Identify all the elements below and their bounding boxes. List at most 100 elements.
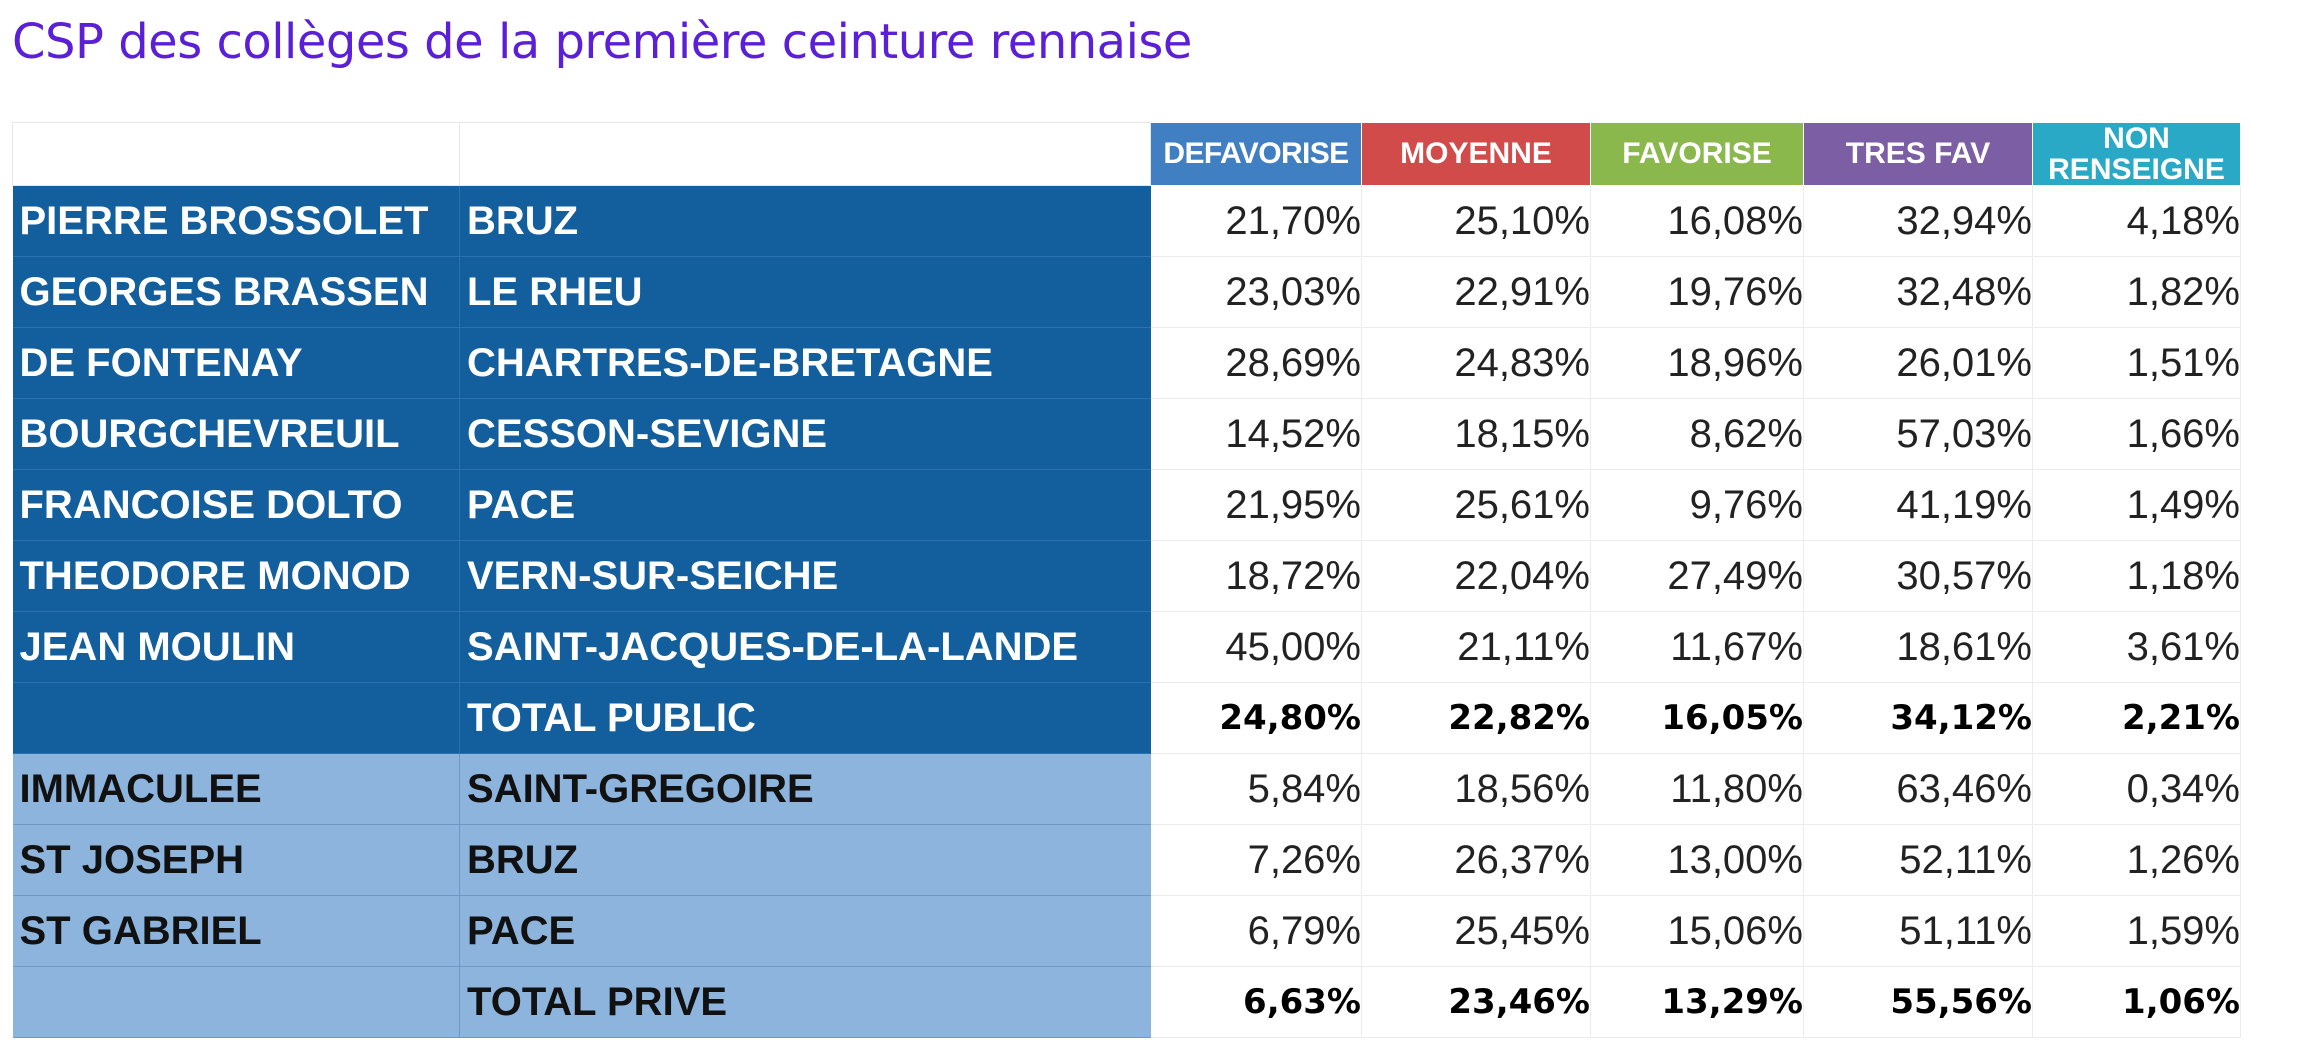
percentage-cell: 0,34%	[2032, 753, 2241, 825]
percentage-cell: 41,19%	[1803, 469, 2033, 541]
page-title: CSP des collèges de la première ceinture…	[12, 14, 1192, 70]
percentage-cell: 4,18%	[2032, 185, 2241, 257]
header-row: DEFAVORISE MOYENNE FAVORISE TRES FAV NON…	[12, 122, 2241, 186]
percentage-cell: 18,61%	[1803, 611, 2033, 683]
total-public-row: TOTAL PUBLIC 24,80% 22,82% 16,05% 34,12% 2,21…	[12, 682, 2241, 754]
percentage-cell: 5,84%	[1150, 753, 1362, 825]
college-name: FRANCOISE DOLTO	[12, 469, 460, 541]
table-row: ST GABRIEL PACE 6,79% 25,45% 15,06% 51,11% 1,5…	[12, 895, 2241, 967]
commune-name: SAINT-GREGOIRE	[459, 753, 1151, 825]
percentage-cell: 28,69%	[1150, 327, 1362, 399]
percentage-cell: 18,15%	[1361, 398, 1591, 470]
percentage-cell: 52,11%	[1803, 824, 2033, 896]
percentage-cell: 22,82%	[1361, 682, 1591, 754]
blank-name-cell	[12, 966, 460, 1038]
percentage-cell: 32,94%	[1803, 185, 2033, 257]
percentage-cell: 3,61%	[2032, 611, 2241, 683]
commune-name: CESSON-SEVIGNE	[459, 398, 1151, 470]
table-row: JEAN MOULIN SAINT-JACQUES-DE-LA-LANDE 45,0…	[12, 611, 2241, 683]
table-row: THEODORE MONOD VERN-SUR-SEICHE 18,72% 22,04…	[12, 540, 2241, 612]
header-non-renseigne: NON RENSEIGNE	[2032, 122, 2241, 186]
table-row: GEORGES BRASSEN LE RHEU 23,03% 22,91% 19,76%…	[12, 256, 2241, 328]
percentage-cell: 21,70%	[1150, 185, 1362, 257]
percentage-cell: 27,49%	[1590, 540, 1804, 612]
percentage-cell: 1,82%	[2032, 256, 2241, 328]
percentage-cell: 18,96%	[1590, 327, 1804, 399]
percentage-cell: 1,06%	[2032, 966, 2241, 1038]
percentage-cell: 15,06%	[1590, 895, 1804, 967]
college-name: JEAN MOULIN	[12, 611, 460, 683]
percentage-cell: 6,79%	[1150, 895, 1362, 967]
percentage-cell: 34,12%	[1803, 682, 2033, 754]
percentage-cell: 1,49%	[2032, 469, 2241, 541]
percentage-cell: 26,01%	[1803, 327, 2033, 399]
blank-name-cell	[12, 682, 460, 754]
total-label: TOTAL PUBLIC	[459, 682, 1151, 754]
percentage-cell: 1,59%	[2032, 895, 2241, 967]
percentage-cell: 25,61%	[1361, 469, 1591, 541]
college-name: PIERRE BROSSOLET	[12, 185, 460, 257]
table-row: DE FONTENAY CHARTRES-DE-BRETAGNE 28,69% 24,…	[12, 327, 2241, 399]
commune-name: BRUZ	[459, 185, 1151, 257]
commune-name: PACE	[459, 895, 1151, 967]
csp-table: DEFAVORISE MOYENNE FAVORISE TRES FAV NON…	[12, 122, 2241, 1038]
commune-name: VERN-SUR-SEICHE	[459, 540, 1151, 612]
percentage-cell: 21,95%	[1150, 469, 1362, 541]
percentage-cell: 11,67%	[1590, 611, 1804, 683]
percentage-cell: 18,56%	[1361, 753, 1591, 825]
percentage-cell: 22,91%	[1361, 256, 1591, 328]
percentage-cell: 30,57%	[1803, 540, 2033, 612]
college-name: IMMACULEE	[12, 753, 460, 825]
percentage-cell: 16,08%	[1590, 185, 1804, 257]
percentage-cell: 23,03%	[1150, 256, 1362, 328]
college-name: ST JOSEPH	[12, 824, 460, 896]
percentage-cell: 51,11%	[1803, 895, 2033, 967]
header-favorise: FAVORISE	[1590, 122, 1804, 186]
percentage-cell: 9,76%	[1590, 469, 1804, 541]
header-blank-name	[12, 122, 460, 186]
college-name: ST GABRIEL	[12, 895, 460, 967]
percentage-cell: 16,05%	[1590, 682, 1804, 754]
college-name: GEORGES BRASSEN	[12, 256, 460, 328]
header-tres-fav: TRES FAV	[1803, 122, 2033, 186]
header-moyenne: MOYENNE	[1361, 122, 1591, 186]
percentage-cell: 18,72%	[1150, 540, 1362, 612]
percentage-cell: 6,63%	[1150, 966, 1362, 1038]
percentage-cell: 45,00%	[1150, 611, 1362, 683]
commune-name: PACE	[459, 469, 1151, 541]
percentage-cell: 1,26%	[2032, 824, 2241, 896]
percentage-cell: 2,21%	[2032, 682, 2241, 754]
college-name: THEODORE MONOD	[12, 540, 460, 612]
commune-name: SAINT-JACQUES-DE-LA-LANDE	[459, 611, 1151, 683]
percentage-cell: 13,29%	[1590, 966, 1804, 1038]
percentage-cell: 25,10%	[1361, 185, 1591, 257]
percentage-cell: 14,52%	[1150, 398, 1362, 470]
table-row: ST JOSEPH BRUZ 7,26% 26,37% 13,00% 52,11% 1,26…	[12, 824, 2241, 896]
percentage-cell: 63,46%	[1803, 753, 2033, 825]
percentage-cell: 1,66%	[2032, 398, 2241, 470]
percentage-cell: 1,51%	[2032, 327, 2241, 399]
total-prive-row: TOTAL PRIVE 6,63% 23,46% 13,29% 55,56% 1,06%	[12, 966, 2241, 1038]
table-row: BOURGCHEVREUIL CESSON-SEVIGNE 14,52% 18,15%…	[12, 398, 2241, 470]
percentage-cell: 25,45%	[1361, 895, 1591, 967]
percentage-cell: 13,00%	[1590, 824, 1804, 896]
commune-name: BRUZ	[459, 824, 1151, 896]
percentage-cell: 7,26%	[1150, 824, 1362, 896]
percentage-cell: 32,48%	[1803, 256, 2033, 328]
percentage-cell: 57,03%	[1803, 398, 2033, 470]
header-blank-city	[459, 122, 1151, 186]
percentage-cell: 24,80%	[1150, 682, 1362, 754]
commune-name: CHARTRES-DE-BRETAGNE	[459, 327, 1151, 399]
percentage-cell: 22,04%	[1361, 540, 1591, 612]
percentage-cell: 1,18%	[2032, 540, 2241, 612]
percentage-cell: 21,11%	[1361, 611, 1591, 683]
table-row: PIERRE BROSSOLET BRUZ 21,70% 25,10% 16,08% 32…	[12, 185, 2241, 257]
percentage-cell: 19,76%	[1590, 256, 1804, 328]
percentage-cell: 11,80%	[1590, 753, 1804, 825]
header-defavorise: DEFAVORISE	[1150, 122, 1362, 186]
college-name: DE FONTENAY	[12, 327, 460, 399]
percentage-cell: 23,46%	[1361, 966, 1591, 1038]
table-row: IMMACULEE SAINT-GREGOIRE 5,84% 18,56% 11,80%…	[12, 753, 2241, 825]
commune-name: LE RHEU	[459, 256, 1151, 328]
percentage-cell: 26,37%	[1361, 824, 1591, 896]
